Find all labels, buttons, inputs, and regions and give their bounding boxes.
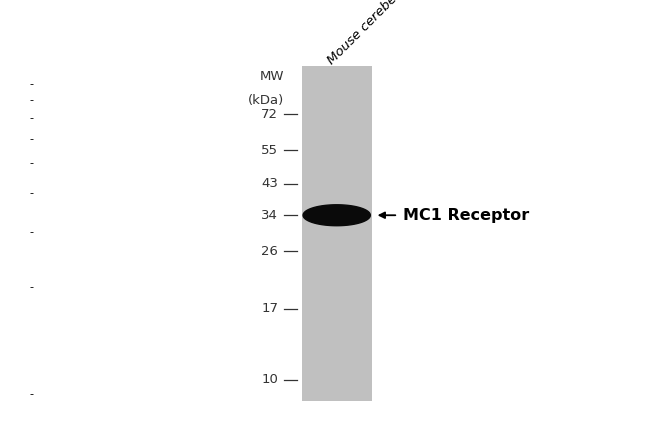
Text: 10: 10: [261, 374, 278, 387]
Text: MC1 Receptor: MC1 Receptor: [403, 208, 529, 223]
Text: 26: 26: [261, 245, 278, 258]
Text: (kDa): (kDa): [248, 93, 284, 107]
Text: MW: MW: [259, 70, 284, 83]
Text: 34: 34: [261, 209, 278, 222]
Text: 43: 43: [261, 177, 278, 190]
Polygon shape: [303, 205, 370, 226]
FancyBboxPatch shape: [302, 66, 372, 401]
Text: 55: 55: [261, 144, 278, 157]
Text: 72: 72: [261, 108, 278, 121]
Text: 17: 17: [261, 302, 278, 315]
Text: Mouse cerebellum: Mouse cerebellum: [324, 0, 419, 68]
